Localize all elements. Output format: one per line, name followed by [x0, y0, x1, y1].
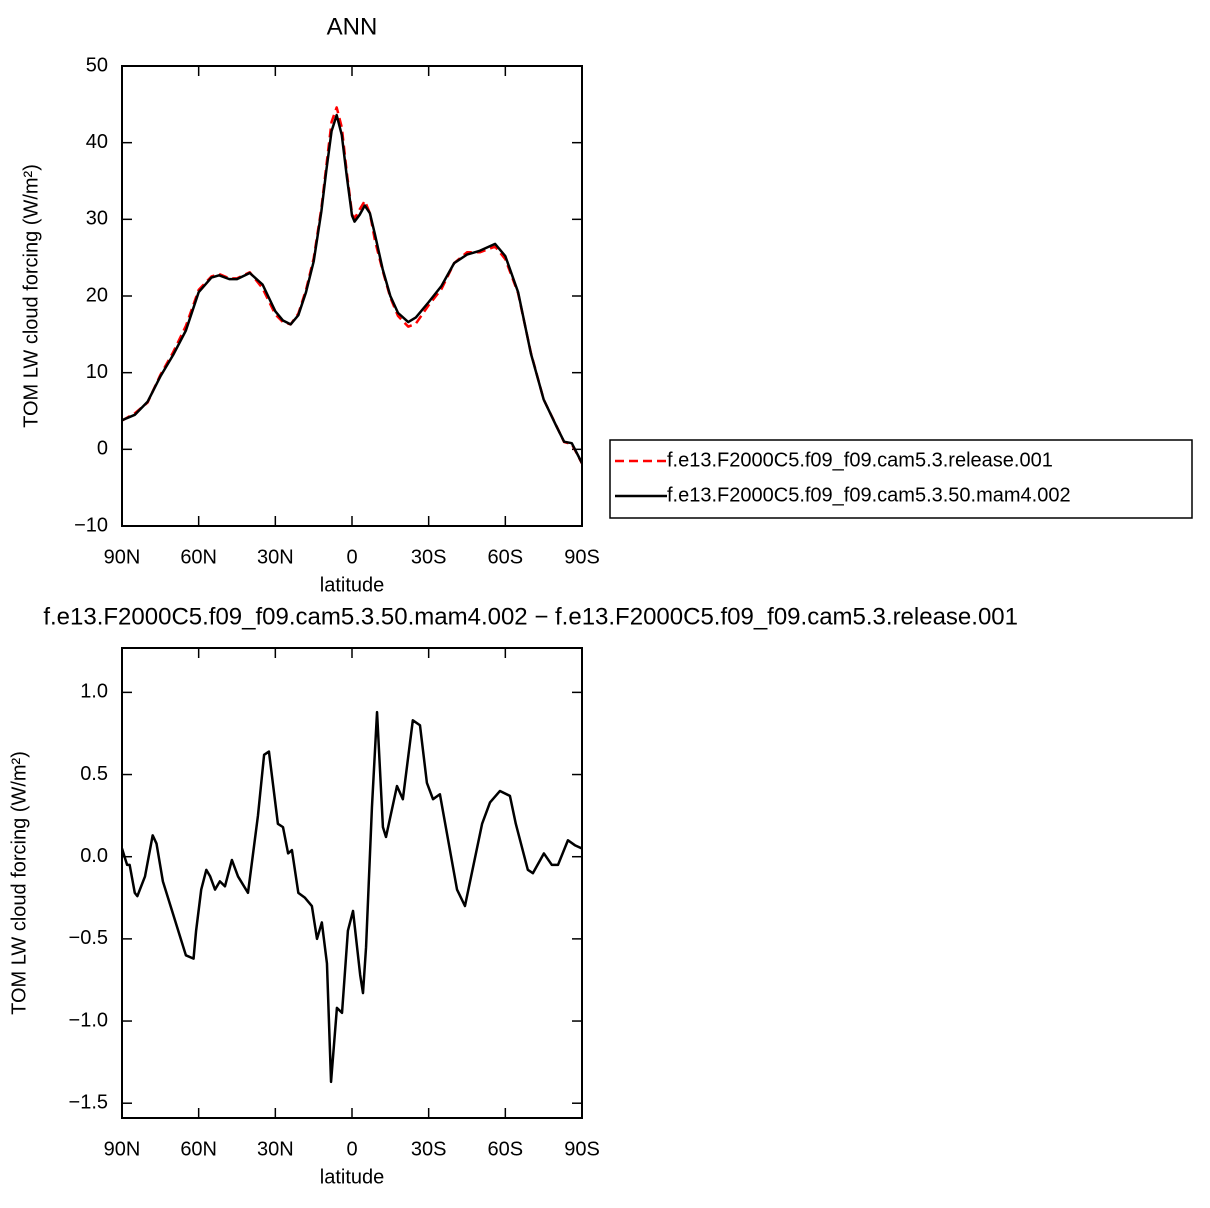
x-tick-label: 60N [180, 546, 217, 568]
x-axis-label: latitude [320, 574, 385, 596]
y-tick-label: 40 [86, 131, 108, 153]
chart-title: f.e13.F2000C5.f09_f09.cam5.3.50.mam4.002… [43, 603, 1018, 630]
plot-frame [121, 65, 583, 527]
y-tick-label: 1.0 [80, 681, 108, 703]
y-tick-label: −1.0 [69, 1009, 108, 1031]
plot-frame [121, 647, 583, 1119]
y-tick-label: 30 [86, 208, 108, 230]
y-axis-label: TOM LW cloud forcing (W/m²) [8, 751, 30, 1015]
y-tick-label: 20 [86, 284, 108, 306]
x-tick-label: 30N [257, 1138, 294, 1160]
x-tick-label: 0 [346, 1138, 357, 1160]
y-tick-label: 0 [97, 438, 108, 460]
x-tick-label: 30N [257, 546, 294, 568]
legend-box [609, 439, 1193, 519]
x-tick-label: 90N [104, 1138, 141, 1160]
chart-title: ANN [327, 13, 378, 40]
y-tick-label: −10 [74, 514, 108, 536]
x-tick-label: 90S [564, 1138, 600, 1160]
y-tick-label: 0.0 [80, 845, 108, 867]
x-tick-label: 30S [411, 1138, 447, 1160]
x-tick-label: 90S [564, 546, 600, 568]
y-tick-label: −0.5 [69, 927, 108, 949]
x-tick-label: 60S [488, 546, 524, 568]
series-line [122, 113, 582, 464]
x-tick-label: 90N [104, 546, 141, 568]
x-axis-label: latitude [320, 1166, 385, 1188]
y-tick-label: −1.5 [69, 1091, 108, 1113]
y-tick-label: 50 [86, 54, 108, 76]
x-tick-label: 60S [488, 1138, 524, 1160]
x-tick-label: 0 [346, 546, 357, 568]
legend-label: f.e13.F2000C5.f09_f09.cam5.3.release.001 [667, 449, 1053, 471]
legend-label: f.e13.F2000C5.f09_f09.cam5.3.50.mam4.002 [667, 484, 1071, 506]
series-line [122, 710, 582, 1084]
x-tick-label: 30S [411, 546, 447, 568]
y-tick-label: 10 [86, 361, 108, 383]
y-tick-label: 0.5 [80, 763, 108, 785]
y-axis-label: TOM LW cloud forcing (W/m²) [20, 164, 42, 428]
x-tick-label: 60N [180, 1138, 217, 1160]
